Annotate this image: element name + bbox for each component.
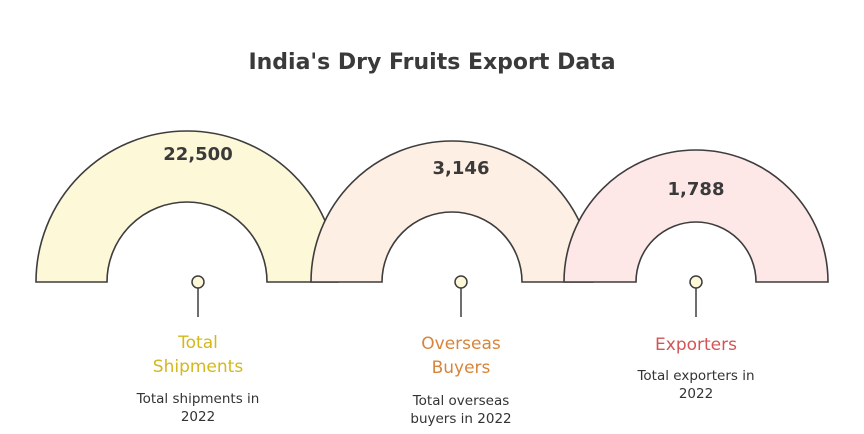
description: Total exporters in 2022 — [637, 368, 755, 402]
pin — [191, 275, 205, 289]
value: 22,500 — [163, 144, 233, 165]
label: Overseas Buyers — [421, 334, 501, 378]
semicircle — [563, 149, 829, 283]
title: India's Dry Fruits Export Data — [248, 50, 616, 75]
pin — [454, 275, 468, 289]
label: Exporters — [655, 335, 737, 355]
value: 3,146 — [432, 158, 490, 179]
description: Total overseas buyers in 2022 — [410, 393, 512, 427]
pin — [689, 275, 703, 289]
label: Total Shipments — [152, 333, 244, 377]
value: 1,788 — [667, 179, 725, 200]
description: Total shipments in 2022 — [136, 391, 260, 425]
